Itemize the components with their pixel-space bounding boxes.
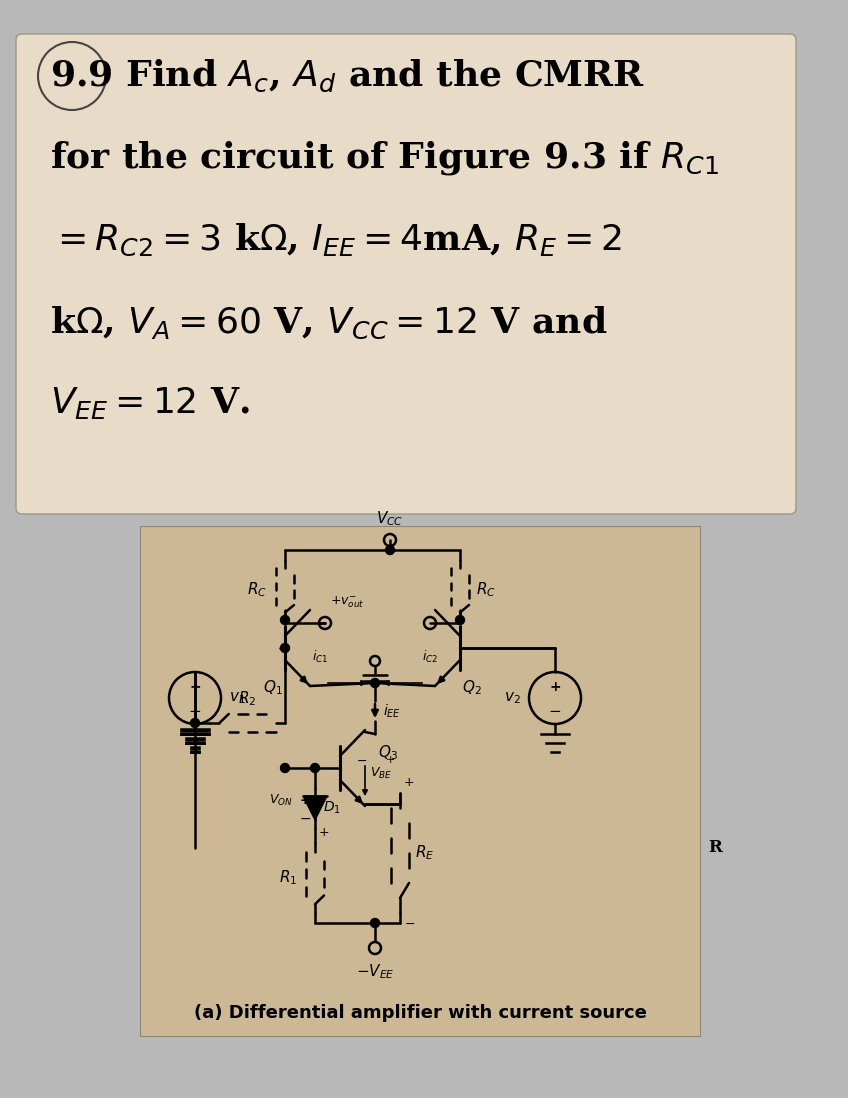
Text: $-V_{EE}$: $-V_{EE}$ [355, 962, 394, 981]
Polygon shape [303, 796, 327, 820]
Text: $i_{C2}$: $i_{C2}$ [422, 649, 438, 665]
Text: $R_2$: $R_2$ [238, 690, 256, 708]
FancyBboxPatch shape [16, 34, 796, 514]
Text: $-$: $-$ [549, 702, 561, 717]
Text: $+v_{out}^{-}$: $+v_{out}^{-}$ [330, 594, 365, 610]
Text: R: R [708, 840, 722, 856]
Text: +: + [319, 826, 330, 839]
Text: 9.9 Find $A_c$, $A_d$ and the CMRR: 9.9 Find $A_c$, $A_d$ and the CMRR [50, 58, 645, 94]
Text: $v_1$: $v_1$ [229, 691, 246, 706]
Text: $i_{EE}$: $i_{EE}$ [383, 703, 401, 719]
Text: $Q_2$: $Q_2$ [462, 677, 482, 697]
Circle shape [310, 763, 320, 773]
Text: $-$: $-$ [299, 811, 311, 825]
Circle shape [371, 679, 380, 687]
Text: $Q_1$: $Q_1$ [263, 677, 283, 697]
Circle shape [371, 919, 380, 928]
Text: +: + [299, 794, 310, 807]
Text: (a) Differential amplifier with current source: (a) Differential amplifier with current … [193, 1004, 646, 1022]
Text: k$\Omega$, $V_A = 60$ V, $V_{CC} = 12$ V and: k$\Omega$, $V_A = 60$ V, $V_{CC} = 12$ V… [50, 305, 607, 341]
Text: $-$: $-$ [356, 753, 367, 766]
Text: +: + [404, 776, 415, 789]
Text: $V_{CC}$: $V_{CC}$ [377, 509, 404, 528]
Text: $i_{C1}$: $i_{C1}$ [312, 649, 328, 665]
Text: $R_C$: $R_C$ [247, 581, 267, 600]
Circle shape [281, 616, 289, 625]
Circle shape [281, 643, 289, 652]
Text: $v_2$: $v_2$ [505, 691, 521, 706]
Circle shape [455, 616, 465, 625]
Circle shape [386, 546, 394, 554]
Text: $-$: $-$ [319, 917, 330, 930]
Text: $R_1$: $R_1$ [279, 869, 297, 887]
Text: $R_E$: $R_E$ [415, 843, 434, 862]
Circle shape [281, 763, 289, 773]
Text: $V_{BE}$: $V_{BE}$ [370, 765, 392, 781]
Text: for the circuit of Figure 9.3 if $R_{C1}$: for the circuit of Figure 9.3 if $R_{C1}… [50, 139, 719, 177]
Text: $D_1$: $D_1$ [323, 799, 341, 816]
Text: $R_C$: $R_C$ [476, 581, 496, 600]
Text: $-$: $-$ [404, 917, 416, 930]
Text: $-$: $-$ [188, 702, 202, 717]
Text: $= R_{C2} = 3$ k$\Omega$, $I_{EE} = 4$mA, $R_E = 2$: $= R_{C2} = 3$ k$\Omega$, $I_{EE} = 4$mA… [50, 222, 622, 258]
Text: $V_{EE} = 12$ V.: $V_{EE} = 12$ V. [50, 385, 250, 421]
Text: $V_{ON}$: $V_{ON}$ [270, 793, 293, 807]
Text: +: + [386, 755, 395, 765]
Text: $Q_3$: $Q_3$ [378, 743, 398, 762]
Text: +: + [189, 680, 201, 694]
Circle shape [191, 718, 199, 728]
FancyBboxPatch shape [140, 526, 700, 1037]
Text: +: + [550, 680, 561, 694]
